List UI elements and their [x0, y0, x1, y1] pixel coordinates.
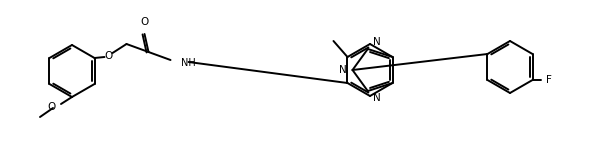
Text: O: O — [141, 17, 149, 27]
Text: N: N — [373, 93, 381, 103]
Text: N: N — [339, 65, 346, 75]
Text: O: O — [104, 51, 112, 61]
Text: O: O — [48, 102, 56, 112]
Text: N: N — [373, 37, 381, 47]
Text: F: F — [545, 75, 551, 85]
Text: NH: NH — [181, 58, 195, 68]
